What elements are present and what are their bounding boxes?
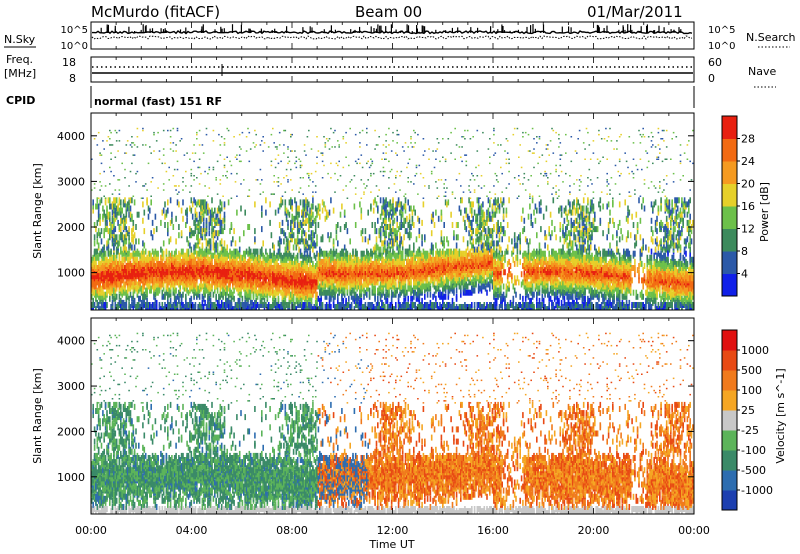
- power-ytick-3: 4000: [57, 130, 85, 143]
- xtick-label-6: 00:00: [678, 524, 710, 537]
- velocity-cbar-swatch-3: [722, 430, 737, 451]
- velocity-cbar-swatch-8: [722, 330, 737, 351]
- power-cbar-swatch-6: [722, 138, 737, 162]
- power-cbar-tick-3: 16: [741, 200, 755, 213]
- velocity-cbar-swatch-1: [722, 470, 737, 491]
- xtick-label-3: 12:00: [377, 524, 409, 537]
- velocity-ytick-2: 3000: [57, 380, 85, 393]
- nsky-trace: [92, 30, 693, 35]
- xtick-label-0: 00:00: [75, 524, 107, 537]
- power-ylabel: Slant Range [km]: [31, 163, 44, 259]
- nsearch-ytick-top: 10^5: [708, 25, 735, 36]
- nave-ytick-top: 60: [708, 56, 722, 69]
- power-cbar-tick-0: 4: [741, 268, 748, 281]
- freq-label-line2: [MHz]: [4, 67, 36, 80]
- freq-panel: Freq. [MHz] 18 8 60 0 Nave: [4, 53, 776, 88]
- velocity-cbar-tick-4: -25: [741, 424, 759, 437]
- freq-ytick-bottom: 8: [69, 72, 76, 85]
- power-cbar-swatch-3: [722, 206, 737, 229]
- power-cbar-swatch-4: [722, 183, 737, 207]
- date-label: 01/Mar/2011: [587, 3, 683, 21]
- power-cbar-tick-4: 20: [741, 178, 755, 191]
- nsearch-ytick-bottom: 10^0: [708, 41, 735, 52]
- nsearch-label: N.Search: [746, 31, 796, 44]
- nave-label: Nave: [748, 65, 776, 78]
- cpid-text: normal (fast) 151 RF: [94, 95, 222, 108]
- velocity-ytick-0: 1000: [57, 471, 85, 484]
- cpid-label: CPID: [6, 94, 35, 107]
- nsky-label: N.Sky: [4, 33, 36, 46]
- velocity-cbar-label: Velocity [m s^-1]: [774, 368, 787, 463]
- power-cbar-tick-1: 8: [741, 245, 748, 258]
- beam-label: Beam 00: [355, 3, 422, 21]
- power-cbar-label: Power [dB]: [758, 182, 771, 242]
- velocity-cbar-swatch-2: [722, 450, 737, 471]
- xtick-label-2: 08:00: [276, 524, 308, 537]
- power-ytick-1: 2000: [57, 221, 85, 234]
- velocity-cbar-swatch-7: [722, 350, 737, 371]
- nave-ytick-bottom: 0: [708, 72, 715, 85]
- freq-ytick-top: 18: [62, 56, 76, 69]
- nsky-ytick-top: 10^5: [61, 25, 88, 36]
- velocity-cbar-swatch-4: [722, 410, 737, 431]
- xtick-label-4: 16:00: [477, 524, 509, 537]
- velocity-cbar-tick-6: -500: [741, 464, 766, 477]
- power-ytick-0: 1000: [57, 267, 85, 280]
- nsky-panel: N.Sky 10^5 10^0 10^5 10^0 N.Search: [4, 21, 796, 52]
- velocity-cbar-swatch-6: [722, 370, 737, 391]
- power-cbar-swatch-7: [722, 116, 737, 139]
- power-ytick-2: 3000: [57, 175, 85, 188]
- velocity-cbar-tick-2: 100: [741, 384, 762, 397]
- velocity-ytick-1: 2000: [57, 425, 85, 438]
- velocity-cbar-tick-5: -100: [741, 444, 766, 457]
- power-cbar-tick-5: 24: [741, 155, 755, 168]
- xtick-label-5: 20:00: [578, 524, 610, 537]
- nsearch-trace: [91, 35, 693, 40]
- power-cbar-swatch-0: [722, 273, 737, 297]
- velocity-xlabel: Time UT: [368, 538, 414, 551]
- velocity-ytick-3: 4000: [57, 335, 85, 348]
- nsky-ytick-bottom: 10^0: [61, 41, 88, 52]
- xtick-label-1: 04:00: [176, 524, 208, 537]
- power-cbar-swatch-5: [722, 161, 737, 184]
- velocity-cbar-tick-3: 25: [741, 404, 755, 417]
- power-cbar-tick-6: 28: [741, 133, 755, 146]
- velocity-cbar-swatch-5: [722, 390, 737, 411]
- power-cbar-swatch-2: [722, 228, 737, 252]
- velocity-cbar-tick-0: 1000: [741, 344, 769, 357]
- figure-title: McMurdo (fitACF): [91, 3, 220, 21]
- velocity-cbar-swatch-0: [722, 490, 737, 511]
- velocity-panel: 1000 2000 3000 4000 Slant Range [km] 00:00 0…: [31, 317, 787, 551]
- cpid-panel: CPID normal (fast) 151 RF: [6, 86, 695, 108]
- power-panel: 1000 2000 3000 4000 Slant Range [km] 4 8 12 16…: [31, 112, 771, 311]
- velocity-cbar-tick-1: 500: [741, 364, 762, 377]
- freq-label-line1: Freq.: [6, 53, 33, 66]
- power-cbar-swatch-1: [722, 251, 737, 274]
- velocity-cbar-tick-7: -1000: [741, 484, 773, 497]
- velocity-ylabel: Slant Range [km]: [31, 368, 44, 464]
- power-cbar-tick-2: 12: [741, 223, 755, 236]
